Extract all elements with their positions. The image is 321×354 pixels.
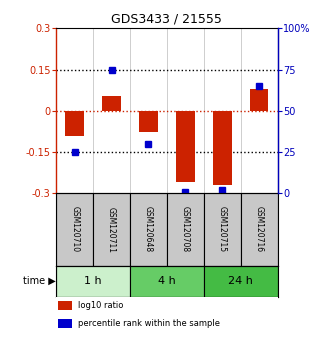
Text: GSM120711: GSM120711 bbox=[107, 207, 116, 252]
Text: GSM120648: GSM120648 bbox=[144, 206, 153, 253]
Text: GSM120715: GSM120715 bbox=[218, 206, 227, 253]
Bar bbox=[204, 266, 278, 297]
Bar bbox=[58, 319, 72, 328]
Bar bbox=[56, 266, 130, 297]
Bar bbox=[204, 193, 241, 266]
Bar bbox=[176, 111, 195, 182]
Text: log10 ratio: log10 ratio bbox=[78, 301, 124, 310]
Bar bbox=[241, 193, 278, 266]
Text: GSM120708: GSM120708 bbox=[181, 206, 190, 253]
Bar bbox=[167, 193, 204, 266]
Text: 4 h: 4 h bbox=[158, 276, 176, 286]
Bar bbox=[56, 193, 93, 266]
Bar bbox=[130, 193, 167, 266]
Bar bbox=[58, 301, 72, 310]
Bar bbox=[93, 193, 130, 266]
Text: time ▶: time ▶ bbox=[23, 276, 56, 286]
Bar bbox=[139, 111, 158, 132]
Text: GSM120716: GSM120716 bbox=[255, 206, 264, 253]
Bar bbox=[250, 89, 268, 111]
Text: 24 h: 24 h bbox=[228, 276, 253, 286]
Bar bbox=[130, 266, 204, 297]
Bar bbox=[65, 111, 84, 136]
Text: percentile rank within the sample: percentile rank within the sample bbox=[78, 319, 220, 328]
Bar bbox=[213, 111, 231, 185]
Title: GDS3433 / 21555: GDS3433 / 21555 bbox=[111, 13, 222, 26]
Bar bbox=[102, 96, 121, 111]
Text: 1 h: 1 h bbox=[84, 276, 102, 286]
Text: GSM120710: GSM120710 bbox=[70, 206, 79, 253]
